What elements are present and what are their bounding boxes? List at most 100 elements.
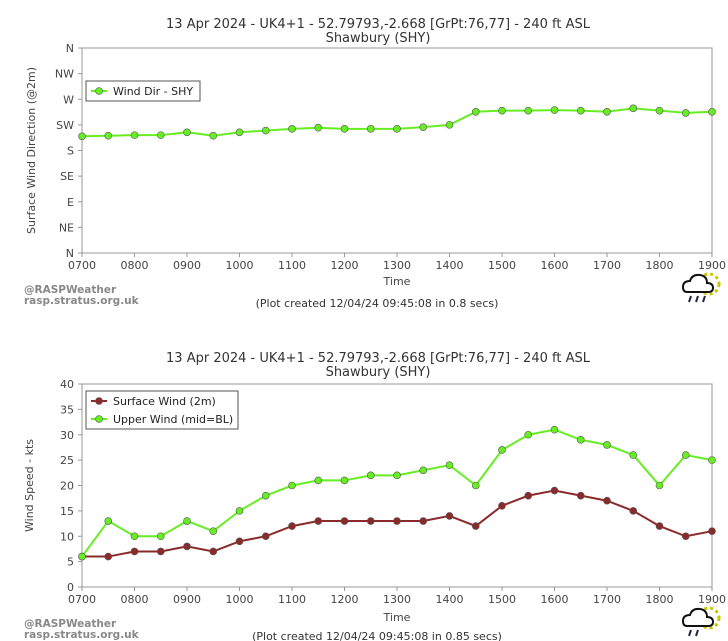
data-point [524, 491, 533, 500]
data-point [288, 522, 296, 530]
data-point [183, 128, 191, 137]
data-point [314, 476, 323, 485]
data-point [708, 456, 716, 464]
data-point [130, 532, 139, 541]
data-point [288, 125, 296, 133]
data-point [340, 476, 349, 485]
y-tick-label: 15 [60, 505, 74, 518]
data-point [261, 126, 270, 135]
data-point [655, 106, 664, 115]
x-tick-label: 1800 [646, 593, 674, 606]
x-tick-label: 0800 [121, 259, 149, 272]
legend-swatch-marker [95, 87, 103, 95]
data-point [366, 125, 375, 133]
y-tick-label: 5 [67, 556, 74, 569]
x-tick-label: 0900 [173, 593, 201, 606]
x-tick-label: 1800 [646, 259, 674, 272]
legend-entry: Wind Dir - SHY [113, 85, 193, 98]
chart-2-created-note: (Plot created 12/04/24 09:45:08 in 0.85 … [252, 630, 502, 641]
data-point [708, 107, 716, 116]
x-tick-label: 0700 [68, 593, 96, 606]
wind-speed-chart: 0 5 10 15 20 25 30 35 40 0700 0800 0900 1000 1100 1200… [23, 378, 726, 624]
x-tick-label: 1500 [488, 593, 516, 606]
x-tick-label: 1200 [331, 593, 359, 606]
x-tick-label: 1900 [698, 593, 726, 606]
legend-box [85, 80, 201, 102]
y-axis-label: Wind Speed - kts [23, 439, 36, 532]
legend-entry: Surface Wind (2m) [113, 395, 216, 408]
data-point [130, 131, 139, 139]
data-point [419, 517, 428, 525]
chart-1-subtitle: Shawbury (SHY) [326, 31, 431, 46]
y-tick-label: N [66, 247, 74, 260]
x-tick-label: 1100 [278, 259, 306, 272]
y-tick-label: 20 [60, 480, 74, 493]
data-point [104, 517, 113, 525]
data-point [261, 491, 270, 500]
data-point [261, 532, 270, 541]
x-tick-label: 1200 [331, 259, 359, 272]
data-point [498, 106, 506, 115]
x-tick-label: 1600 [541, 259, 569, 272]
data-point [393, 517, 401, 525]
data-point [209, 547, 218, 556]
chart-2-credit-handle: @RASPWeather [24, 618, 117, 630]
x-tick-label: 1000 [226, 593, 254, 606]
plot-frame [81, 47, 713, 254]
data-point [629, 451, 638, 459]
data-point [576, 436, 585, 444]
chart-1-credit-handle: @RASPWeather [24, 284, 117, 296]
data-point [235, 507, 244, 515]
chart-2-credit-site: rasp.stratus.org.uk [24, 629, 140, 641]
data-point [498, 501, 506, 510]
data-point [655, 522, 664, 530]
x-tick-label: 1900 [698, 259, 726, 272]
data-point [366, 471, 375, 480]
y-tick-label: 40 [60, 378, 74, 391]
y-tick-label: NE [59, 221, 74, 234]
data-point [629, 104, 638, 113]
data-point [235, 537, 244, 546]
data-point [471, 522, 480, 530]
data-point [708, 527, 716, 535]
data-point [681, 451, 690, 459]
data-point [681, 109, 690, 117]
data-point [78, 132, 86, 141]
data-point [78, 552, 86, 561]
legend-box [85, 390, 239, 430]
x-tick-label: 1600 [541, 593, 569, 606]
x-tick-label: 1300 [383, 259, 411, 272]
data-point [183, 542, 191, 551]
x-tick-label: 0700 [68, 259, 96, 272]
data-point [340, 517, 349, 525]
y-tick-label: 0 [67, 581, 74, 594]
data-point [366, 517, 375, 525]
data-point [471, 481, 480, 490]
y-axis-label: Surface Wind Direction (@2m) [25, 67, 38, 234]
data-point [288, 481, 296, 490]
y-tick-label: S [67, 145, 74, 158]
data-point [235, 128, 244, 137]
data-point [445, 121, 454, 129]
data-point [655, 481, 664, 490]
data-point [524, 430, 533, 439]
chart-1-created-note: (Plot created 12/04/24 09:45:08 in 0.8 s… [256, 297, 499, 310]
x-tick-label: 0900 [173, 259, 201, 272]
chart-1-title: 13 Apr 2024 - UK4+1 - 52.79793,-2.668 [G… [166, 17, 591, 32]
data-point [419, 123, 428, 131]
data-point [393, 471, 401, 480]
x-tick-label: 0800 [121, 593, 149, 606]
chart-2-title: 13 Apr 2024 - UK4+1 - 52.79793,-2.668 [G… [166, 351, 591, 366]
x-tick-label: 1300 [383, 593, 411, 606]
y-tick-label: 35 [60, 403, 74, 416]
data-point [314, 517, 323, 525]
data-point [130, 547, 139, 556]
x-axis-label: Time [383, 611, 411, 624]
data-point [445, 512, 454, 520]
data-point [419, 466, 428, 475]
y-tick-label: E [67, 196, 74, 209]
data-point [471, 107, 480, 116]
data-point [156, 131, 165, 139]
data-point [209, 527, 218, 535]
